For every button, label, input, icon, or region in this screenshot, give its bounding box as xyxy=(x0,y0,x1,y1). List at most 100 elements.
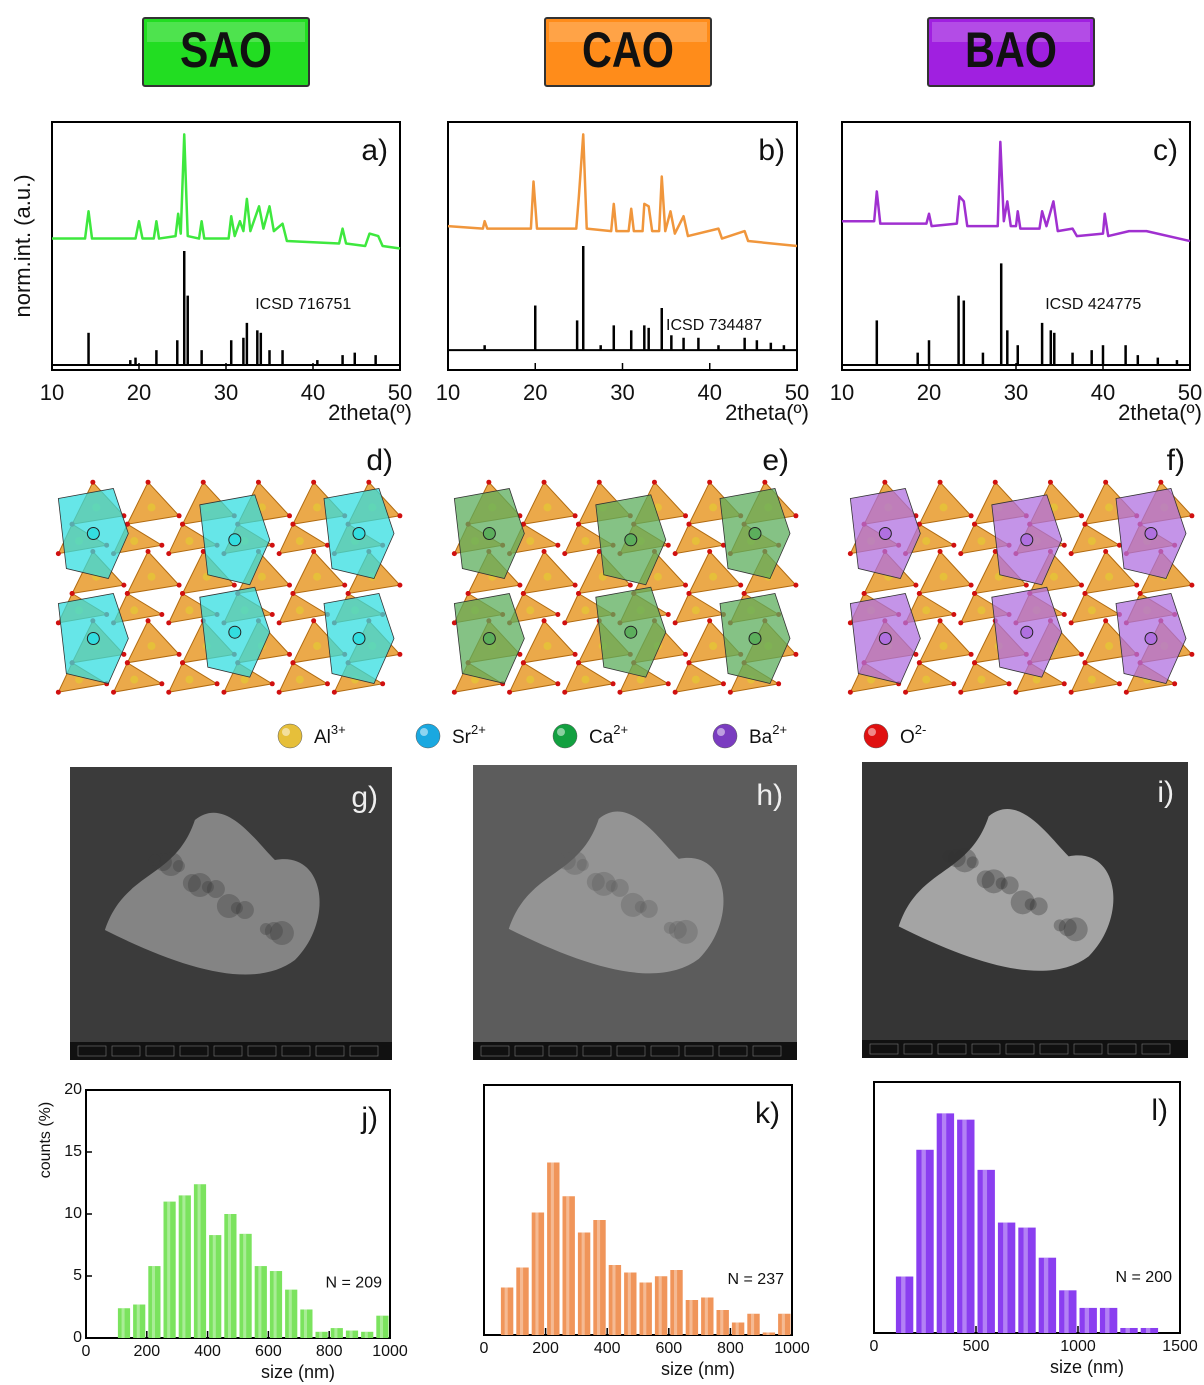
o-atom xyxy=(793,583,798,588)
x-tick-label: 200 xyxy=(532,1340,559,1357)
cation-atom xyxy=(879,633,891,645)
bar-highlight xyxy=(551,1163,554,1336)
crystal-structure xyxy=(452,480,799,695)
al-atom xyxy=(544,573,552,581)
o-atom xyxy=(666,543,671,548)
o-atom xyxy=(366,480,371,485)
x-tick-label: 400 xyxy=(194,1343,221,1360)
o-atom xyxy=(972,591,977,596)
bar-highlight xyxy=(1105,1308,1109,1333)
cation-atom xyxy=(353,528,365,540)
al-atom xyxy=(130,676,138,684)
o-atom xyxy=(121,583,126,588)
x-tick-label: 10 xyxy=(40,380,64,405)
al-atom xyxy=(709,642,717,650)
x-tick-label: 0 xyxy=(82,1343,91,1360)
bar-highlight xyxy=(566,1196,569,1335)
bar-highlight xyxy=(520,1268,523,1336)
panel-label: j) xyxy=(360,1102,378,1135)
bar-highlight xyxy=(319,1332,322,1338)
o-atom xyxy=(611,681,616,686)
o-atom xyxy=(776,681,781,686)
o-atom xyxy=(277,551,282,556)
sem-info-bar xyxy=(862,1040,1188,1058)
al-atom xyxy=(654,573,662,581)
al-atom xyxy=(1088,606,1096,614)
al-tetrahedron xyxy=(1071,524,1119,553)
plot-frame xyxy=(484,1085,792,1335)
o-atom xyxy=(848,551,853,556)
ion-swatch xyxy=(416,724,440,748)
o-atom xyxy=(938,549,943,554)
o-atom xyxy=(1158,480,1163,485)
al-tetrahedron xyxy=(906,663,954,692)
al-atom xyxy=(313,642,321,650)
x-axis-label: size (nm) xyxy=(261,1362,335,1382)
al-atom xyxy=(692,537,700,545)
al-atom xyxy=(185,676,193,684)
bar-highlight xyxy=(505,1288,508,1336)
bar-highlight xyxy=(1024,1228,1028,1333)
al-tetrahedron xyxy=(279,663,327,692)
bar-highlight xyxy=(198,1184,201,1338)
o-atom xyxy=(159,612,164,617)
bar-highlight xyxy=(213,1235,216,1338)
x-tick-label: 40 xyxy=(1091,380,1115,405)
bar-highlight xyxy=(1085,1308,1089,1333)
x-tick-label: 20 xyxy=(523,380,547,405)
o-atom xyxy=(1082,591,1087,596)
ion-charge: 2+ xyxy=(471,722,486,737)
o-atom xyxy=(1069,690,1074,695)
o-atom xyxy=(972,522,977,527)
o-atom xyxy=(738,583,743,588)
al-atom xyxy=(1105,642,1113,650)
xrd-pattern xyxy=(448,134,797,246)
o-atom xyxy=(270,543,275,548)
o-atom xyxy=(542,549,547,554)
al-atom xyxy=(526,606,534,614)
o-atom xyxy=(666,612,671,617)
al-tetrahedron xyxy=(114,663,162,692)
al-atom xyxy=(148,642,156,650)
ion-swatch xyxy=(713,724,737,748)
o-atom xyxy=(913,583,918,588)
o-atom xyxy=(70,591,75,596)
o-atom xyxy=(1079,583,1084,588)
o-atom xyxy=(1103,618,1108,623)
bar-highlight xyxy=(766,1333,769,1336)
o-atom xyxy=(562,551,567,556)
al-atom xyxy=(185,537,193,545)
o-atom xyxy=(346,591,351,596)
sem-grain xyxy=(270,921,294,945)
al-atom xyxy=(1088,537,1096,545)
ion-label: O2- xyxy=(900,722,926,748)
o-atom xyxy=(256,480,261,485)
al-atom xyxy=(1105,503,1113,511)
o-atom xyxy=(180,660,185,665)
al-atom xyxy=(544,503,552,511)
y-tick-label: 15 xyxy=(64,1143,82,1160)
o-atom xyxy=(290,591,295,596)
bar-highlight xyxy=(1146,1328,1150,1333)
o-atom xyxy=(972,660,977,665)
o-atom xyxy=(90,480,95,485)
x-tick-label: 30 xyxy=(214,380,238,405)
al-tetrahedron xyxy=(279,594,327,623)
o-atom xyxy=(1013,690,1018,695)
x-tick-label: 20 xyxy=(127,380,151,405)
cation-atom xyxy=(229,626,241,638)
al-atom xyxy=(1105,573,1113,581)
o-atom xyxy=(466,591,471,596)
x-tick-label: 400 xyxy=(594,1340,621,1357)
o-atom xyxy=(958,551,963,556)
o-atom xyxy=(673,620,678,625)
bar-highlight xyxy=(167,1202,170,1338)
bar-highlight xyxy=(942,1113,946,1333)
xrd-pattern xyxy=(52,134,400,248)
o-atom xyxy=(290,660,295,665)
x-tick-label: 500 xyxy=(963,1338,990,1355)
x-tick-label: 1500 xyxy=(1162,1338,1198,1355)
ion-label: Sr2+ xyxy=(452,722,486,748)
panel-label: e) xyxy=(762,444,789,477)
o-atom xyxy=(1079,513,1084,518)
